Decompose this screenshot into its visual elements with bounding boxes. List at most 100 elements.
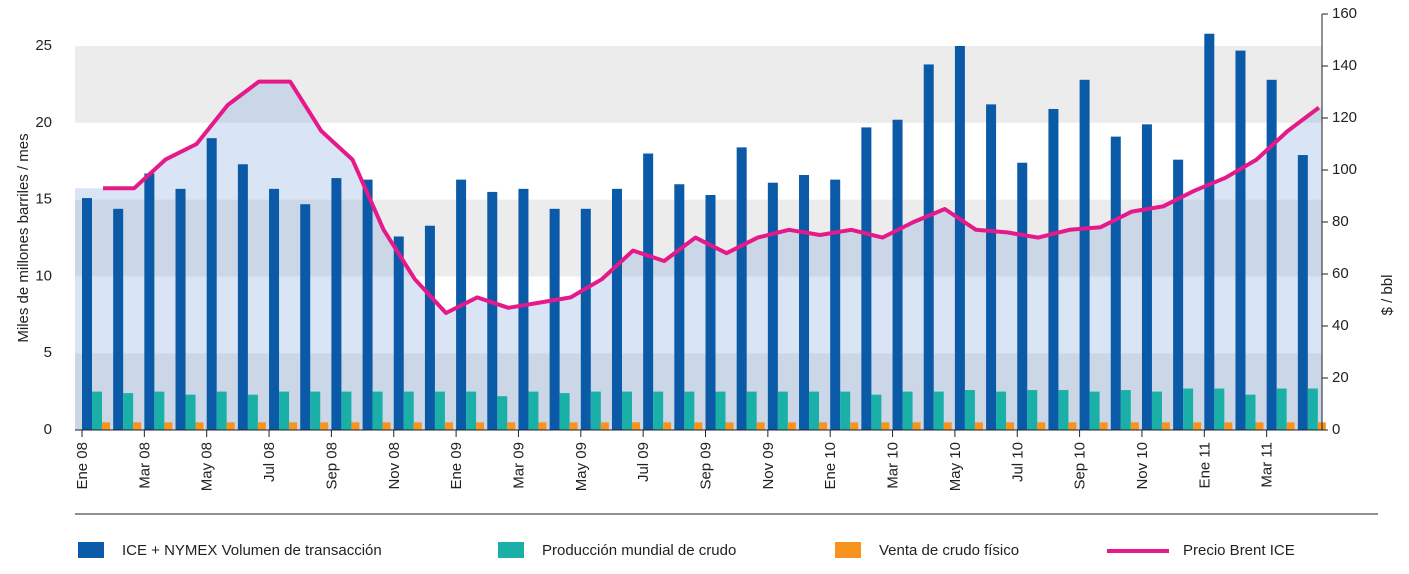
bar (216, 391, 227, 430)
bar (767, 182, 778, 430)
bar (237, 164, 248, 430)
bar (756, 422, 765, 430)
bar (600, 422, 609, 430)
x-tick-label: May 09 (573, 442, 590, 491)
bar (1204, 33, 1215, 430)
bar (1130, 422, 1139, 430)
x-tick-label: Nov 09 (760, 442, 777, 490)
bar (289, 422, 298, 430)
bar (1079, 79, 1090, 431)
bar (269, 188, 280, 430)
x-tick-label: Mar 11 (1259, 442, 1276, 488)
bar (507, 422, 516, 430)
legend-label: ICE + NYMEX Volumen de transacción (122, 542, 382, 559)
bar (954, 46, 965, 430)
bar (1193, 422, 1202, 430)
bar (705, 194, 716, 430)
bar (1235, 50, 1246, 430)
bar (1141, 124, 1152, 430)
bar (1058, 390, 1069, 430)
bar (206, 138, 217, 430)
bar (175, 188, 186, 430)
bar (310, 391, 321, 430)
y2-tick-label: 0 (1332, 421, 1340, 438)
bar (787, 422, 796, 430)
bar (902, 391, 913, 430)
bar (923, 64, 934, 430)
bar (736, 147, 747, 430)
y2-tick-label: 60 (1332, 265, 1349, 282)
x-tick-label: Mar 10 (885, 442, 902, 489)
bar (424, 225, 435, 430)
bar (257, 422, 266, 430)
bar (362, 179, 373, 430)
bar (528, 391, 539, 430)
bar (279, 391, 290, 430)
bar (1255, 422, 1264, 430)
x-tick-label: Mar 08 (136, 442, 153, 489)
bar (444, 422, 453, 430)
bar (195, 422, 204, 430)
y2-tick-label: 40 (1332, 317, 1349, 334)
y2-tick-label: 120 (1332, 109, 1357, 126)
y-axis-label: Miles de millones barriles / mes (15, 133, 32, 342)
x-tick-label: Sep 10 (1072, 442, 1089, 490)
y-tick-label: 5 (44, 344, 52, 361)
bar (123, 393, 134, 430)
y-tick-label: 15 (35, 191, 52, 208)
grid-band (75, 46, 1322, 123)
bar (830, 179, 841, 430)
bar (1266, 79, 1277, 431)
x-tick-label: Ene 08 (74, 442, 91, 490)
x-tick-label: May 08 (199, 442, 216, 491)
bar (996, 391, 1007, 430)
bar (799, 175, 810, 430)
legend-label: Precio Brent ICE (1183, 542, 1295, 559)
bar (569, 422, 578, 430)
bar (382, 422, 391, 430)
bar (331, 178, 342, 430)
bar (715, 391, 726, 430)
bar (1037, 422, 1046, 430)
bar (809, 391, 820, 430)
bar (518, 188, 529, 430)
bar (1214, 388, 1225, 430)
bar (1099, 422, 1108, 430)
y-tick-label: 25 (35, 37, 52, 54)
bar (351, 422, 360, 430)
bar (590, 391, 601, 430)
bar (964, 390, 975, 430)
bar (621, 391, 632, 430)
x-tick-label: Mar 09 (510, 442, 527, 489)
bar (1089, 391, 1100, 430)
bar (1173, 159, 1184, 430)
bar (497, 396, 508, 430)
bar (185, 394, 196, 430)
bar (1027, 390, 1038, 430)
bar (226, 422, 235, 430)
bar (725, 422, 734, 430)
bar (559, 393, 570, 430)
price-area (75, 81, 1322, 430)
legend-label: Venta de crudo físico (879, 542, 1019, 559)
bar (746, 391, 757, 430)
x-tick-label: Ene 09 (448, 442, 465, 490)
bar (1006, 422, 1015, 430)
bar (850, 422, 859, 430)
bar (82, 198, 92, 430)
x-tick-label: Sep 09 (698, 442, 715, 490)
bar (933, 391, 944, 430)
bar (580, 208, 591, 430)
bar (300, 204, 311, 430)
bar (538, 422, 547, 430)
bar (393, 236, 404, 430)
bar (154, 391, 165, 430)
x-tick-label: May 10 (947, 442, 964, 491)
bar (247, 394, 258, 430)
bar (466, 391, 477, 430)
bar (372, 391, 383, 430)
bar (674, 184, 685, 430)
bar (1120, 390, 1131, 430)
bar (611, 188, 622, 430)
y2-tick-label: 100 (1332, 161, 1357, 178)
